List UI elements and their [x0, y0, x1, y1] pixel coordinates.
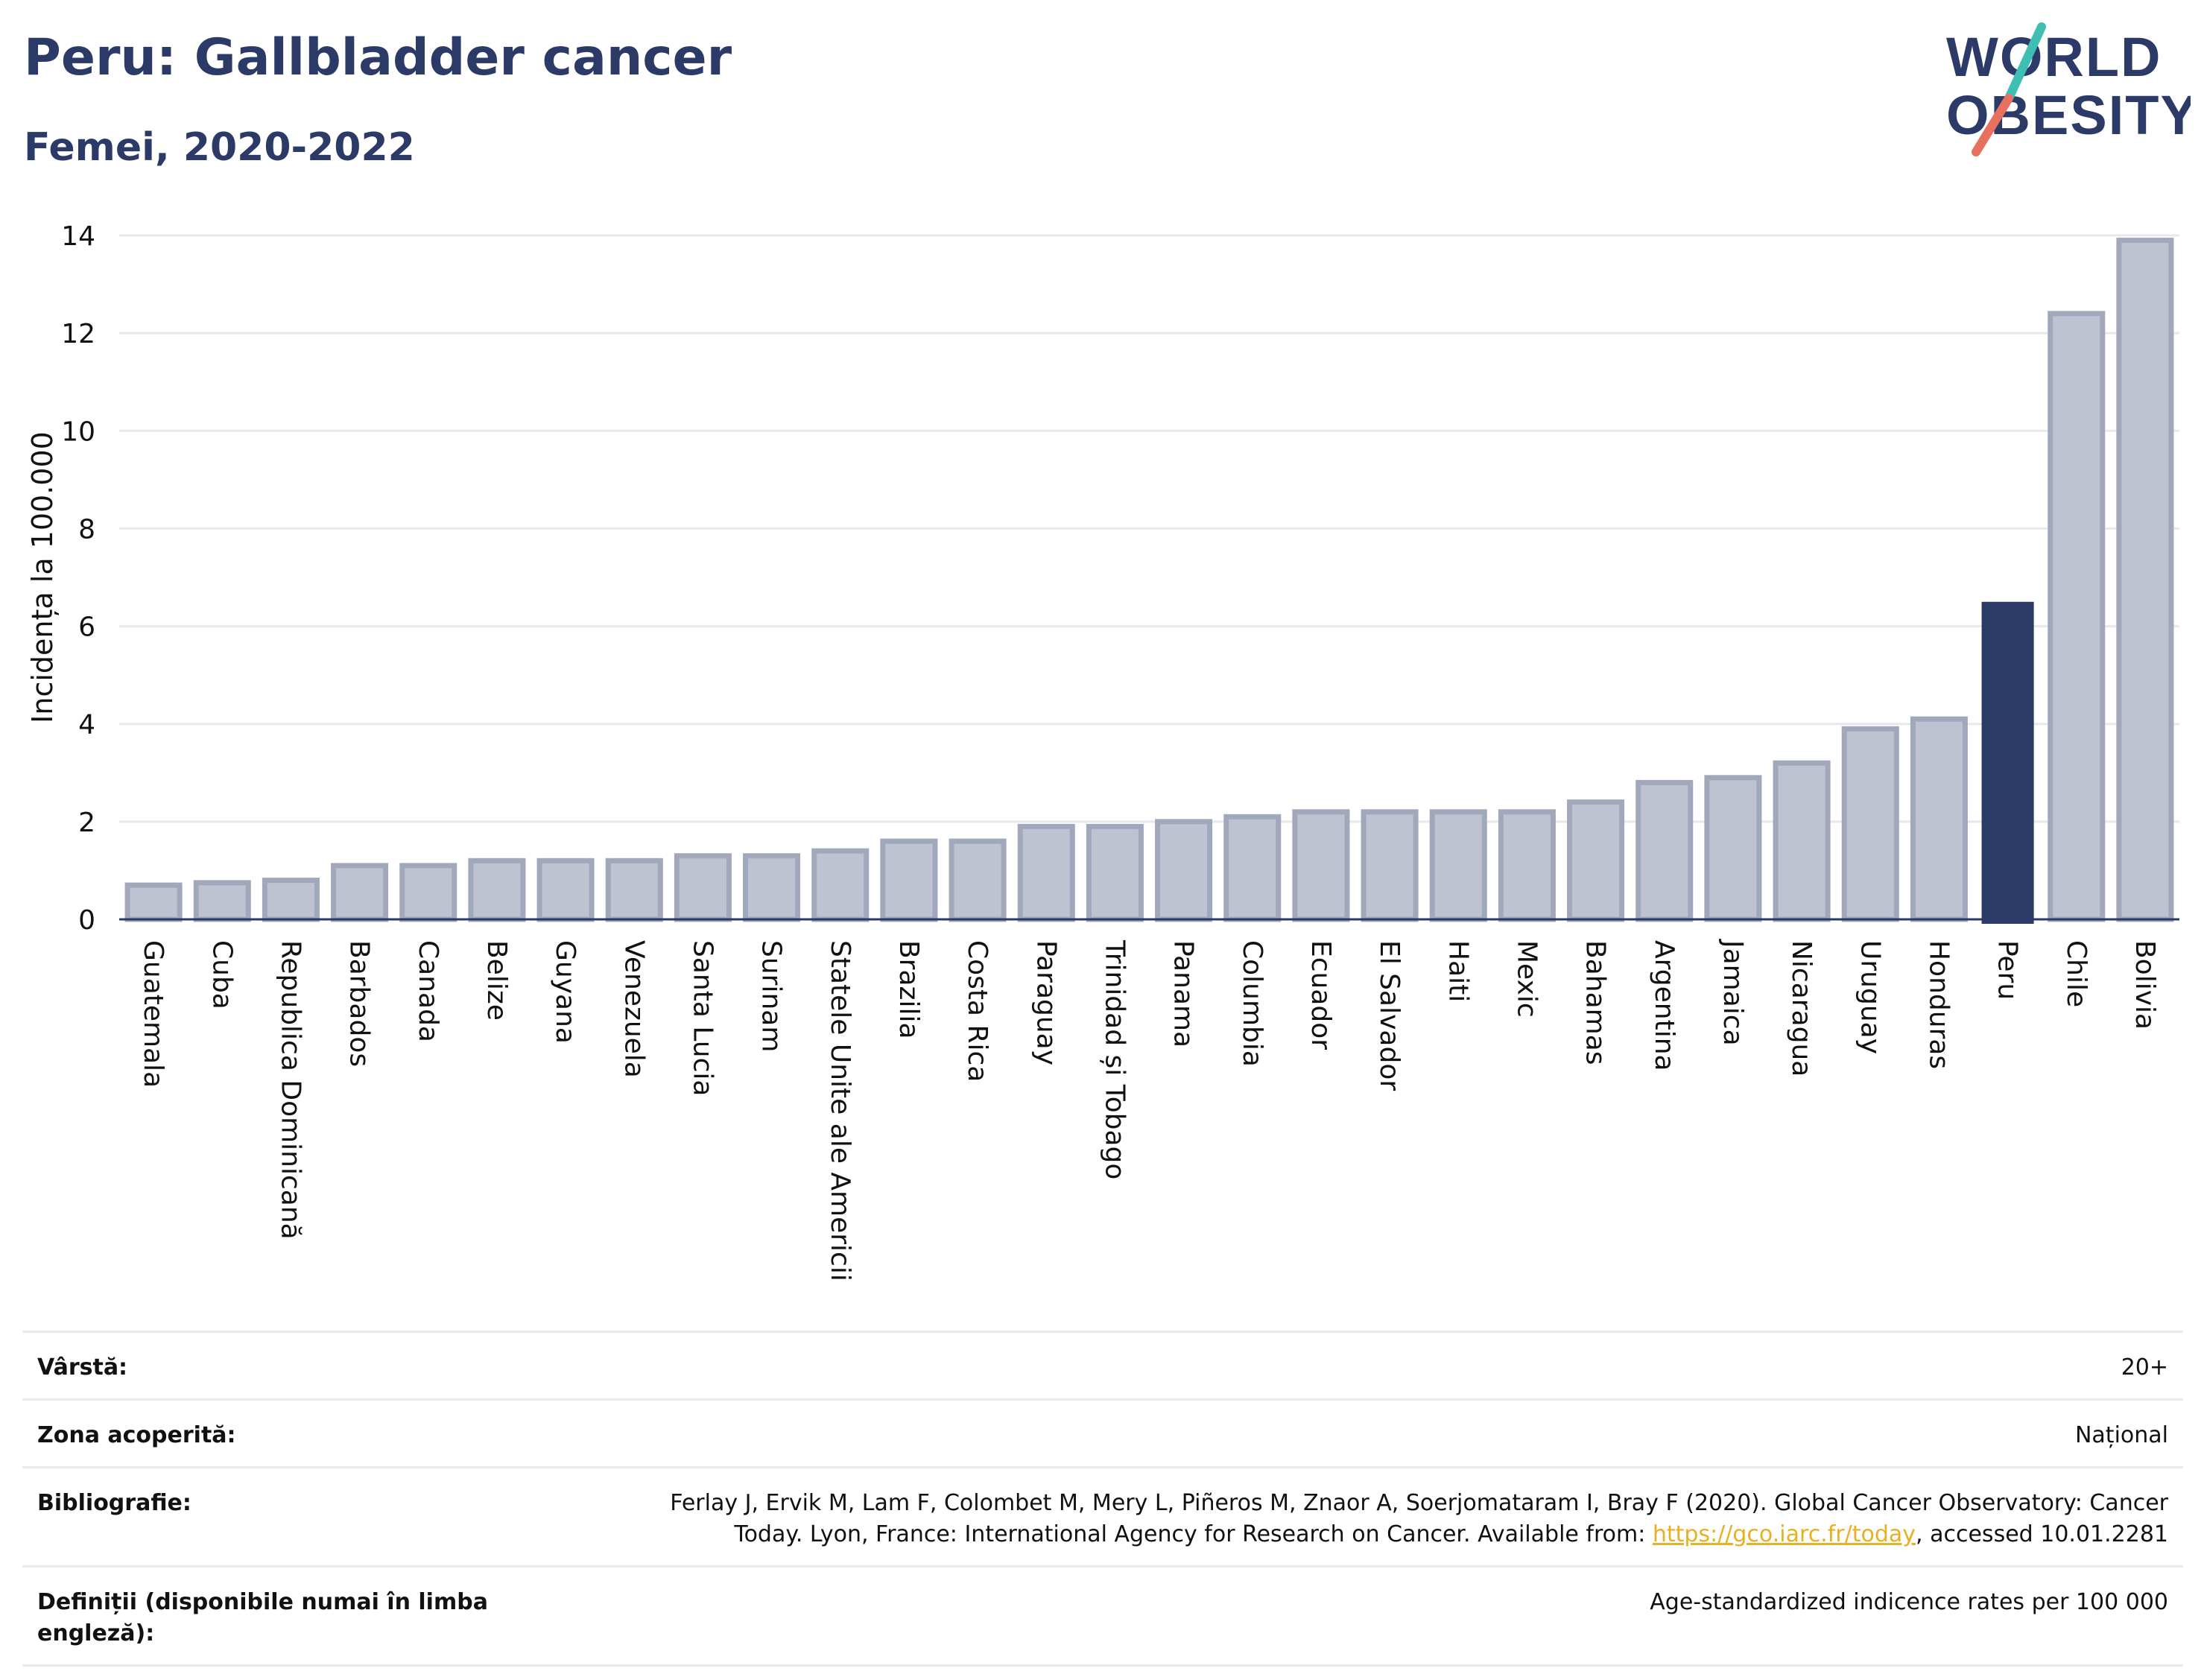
bibliography-line1: Ferlay J, Ervik M, Lam F, Colombet M, Me… [670, 1490, 2168, 1516]
x-tick-label: Chile [2061, 940, 2091, 1007]
y-tick-labels: 0 2 4 6 8 10 12 14 [61, 221, 95, 936]
x-tick-label: Canada [413, 940, 443, 1042]
bar-republica-dominicană [262, 878, 320, 922]
x-tick-label: Ecuador [1305, 940, 1336, 1050]
x-tick-label: El Salvador [1374, 940, 1405, 1091]
bar-mexic [1498, 809, 1556, 922]
x-tick-label: Bahamas [1580, 940, 1611, 1065]
x-tick-label: Argentina [1649, 940, 1679, 1071]
bar-honduras [1910, 716, 1968, 922]
x-tick-label: Honduras [1923, 940, 1954, 1069]
bibliography-accessed: , accessed 10.01.2281 [1916, 1521, 2168, 1547]
bar-santa-lucia [674, 853, 732, 922]
bar-canada [399, 863, 457, 922]
y-tick-label: 6 [78, 612, 95, 643]
bar-ecuador [1292, 809, 1350, 922]
info-label-age: Vârstă: [37, 1354, 128, 1381]
info-table: Vârstă: 20+ Zona acoperită: Național Bib… [22, 1331, 2183, 1667]
bar-bahamas [1567, 799, 1625, 922]
logo-text-world: WORLD [1946, 26, 2162, 88]
x-tick-label: Statele Unite ale Americii [825, 940, 855, 1281]
bar-costa-rica [949, 838, 1007, 922]
bar-venezuela [605, 858, 663, 922]
bar-guatemala [124, 882, 183, 922]
bar-haiti [1429, 809, 1487, 922]
info-value-age: 20+ [2121, 1354, 2168, 1381]
bar-chile [2048, 311, 2106, 922]
y-tick-label: 0 [78, 905, 95, 936]
x-tick-label: Bolivia [2129, 940, 2160, 1030]
y-tick-label: 4 [78, 710, 95, 741]
x-tick-label: Guatemala [138, 940, 168, 1088]
x-tick-label: Brazilia [893, 940, 924, 1039]
bar-el-salvador [1361, 809, 1419, 922]
y-tick-label: 12 [61, 319, 95, 349]
y-tick-label: 14 [61, 221, 95, 252]
bar-paraguay [1017, 823, 1075, 922]
x-tick-label: Barbados [344, 940, 375, 1067]
x-tick-label: Republica Dominicană [275, 940, 305, 1240]
x-tick-label: Costa Rica [962, 940, 992, 1082]
bar-barbados [331, 863, 389, 922]
info-label-coverage: Zona acoperită: [37, 1422, 236, 1448]
info-value-coverage: Național [2074, 1422, 2168, 1448]
x-tick-label: Panama [1168, 940, 1199, 1047]
x-tick-label: Santa Lucia [687, 940, 718, 1096]
info-row-age: Vârstă: 20+ [22, 1331, 2183, 1398]
y-tick-label: 2 [78, 808, 95, 838]
info-label-definitions: Definiții (disponibile numai în limba en… [37, 1589, 488, 1646]
x-tick-label: Columbia [1237, 940, 1267, 1067]
world-obesity-logo: WORLD OBESITY [1946, 22, 2191, 156]
bar-chart: 0 2 4 6 8 10 12 14 Guatemala Cuba Republica Domin… [26, 221, 2179, 1281]
bar-guyana [536, 858, 595, 922]
info-value-definitions: Age-standardized indicence rates per 100… [1650, 1589, 2168, 1615]
y-tick-label: 8 [78, 514, 95, 545]
info-row-coverage: Zona acoperită: Național [22, 1398, 2183, 1466]
bars [124, 238, 2174, 924]
bar-bolivia [2116, 238, 2174, 922]
x-tick-label: Haiti [1443, 940, 1473, 1002]
bar-argentina [1635, 779, 1694, 922]
x-tick-label: Jamaica [1717, 939, 1748, 1046]
bar-nicaragua [1773, 760, 1831, 922]
x-tick-label: Uruguay [1855, 940, 1885, 1054]
bar-uruguay [1841, 726, 1899, 922]
info-label-bibliography: Bibliografie: [37, 1490, 191, 1516]
y-axis-label: Incidența la 100.000 [26, 431, 59, 723]
bibliography-line2: Today. Lyon, France: International Agenc… [734, 1521, 1653, 1547]
page-title: Peru: Gallbladder cancer [24, 28, 732, 87]
info-value-bibliography: Ferlay J, Ervik M, Lam F, Colombet M, Me… [670, 1488, 2168, 1550]
info-row-bibliography: Bibliografie: Ferlay J, Ervik M, Lam F, … [22, 1466, 2183, 1565]
bar-brazilia [880, 838, 938, 922]
x-tick-label: Surinam [756, 940, 787, 1052]
x-tick-label: Venezuela [618, 940, 649, 1078]
bar-panama [1155, 819, 1213, 922]
x-tick-label: Guyana [550, 940, 580, 1044]
bar-belize [468, 858, 526, 922]
page-subtitle: Femei, 2020-2022 [24, 125, 415, 170]
logo-slash-teal [2004, 22, 2046, 103]
bar-statele-unite-ale-americii [811, 848, 870, 922]
x-tick-label: Peru [1992, 940, 2023, 1000]
bar-jamaica [1704, 775, 1762, 922]
info-row-definitions: Definiții (disponibile numai în limba en… [22, 1565, 2183, 1667]
x-tick-label: Paraguay [1030, 940, 1061, 1065]
x-tick-label: Cuba [206, 940, 237, 1009]
bar-peru [1981, 601, 2034, 924]
bar-cuba [193, 880, 251, 922]
bibliography-link[interactable]: https://gco.iarc.fr/today [1652, 1521, 1916, 1547]
bar-trinidad-și-tobago [1086, 823, 1144, 922]
x-tick-label: Mexic [1511, 940, 1542, 1018]
x-tick-labels: Guatemala Cuba Republica Dominicană Barbado… [138, 939, 2160, 1281]
logo-slash-coral [1972, 94, 2013, 156]
y-tick-label: 10 [61, 416, 95, 447]
x-tick-label: Belize [481, 940, 512, 1021]
bar-surinam [743, 853, 801, 922]
bar-columbia [1223, 814, 1282, 922]
x-tick-label: Trinidad și Tobago [1099, 939, 1130, 1179]
x-tick-label: Nicaragua [1786, 940, 1817, 1077]
